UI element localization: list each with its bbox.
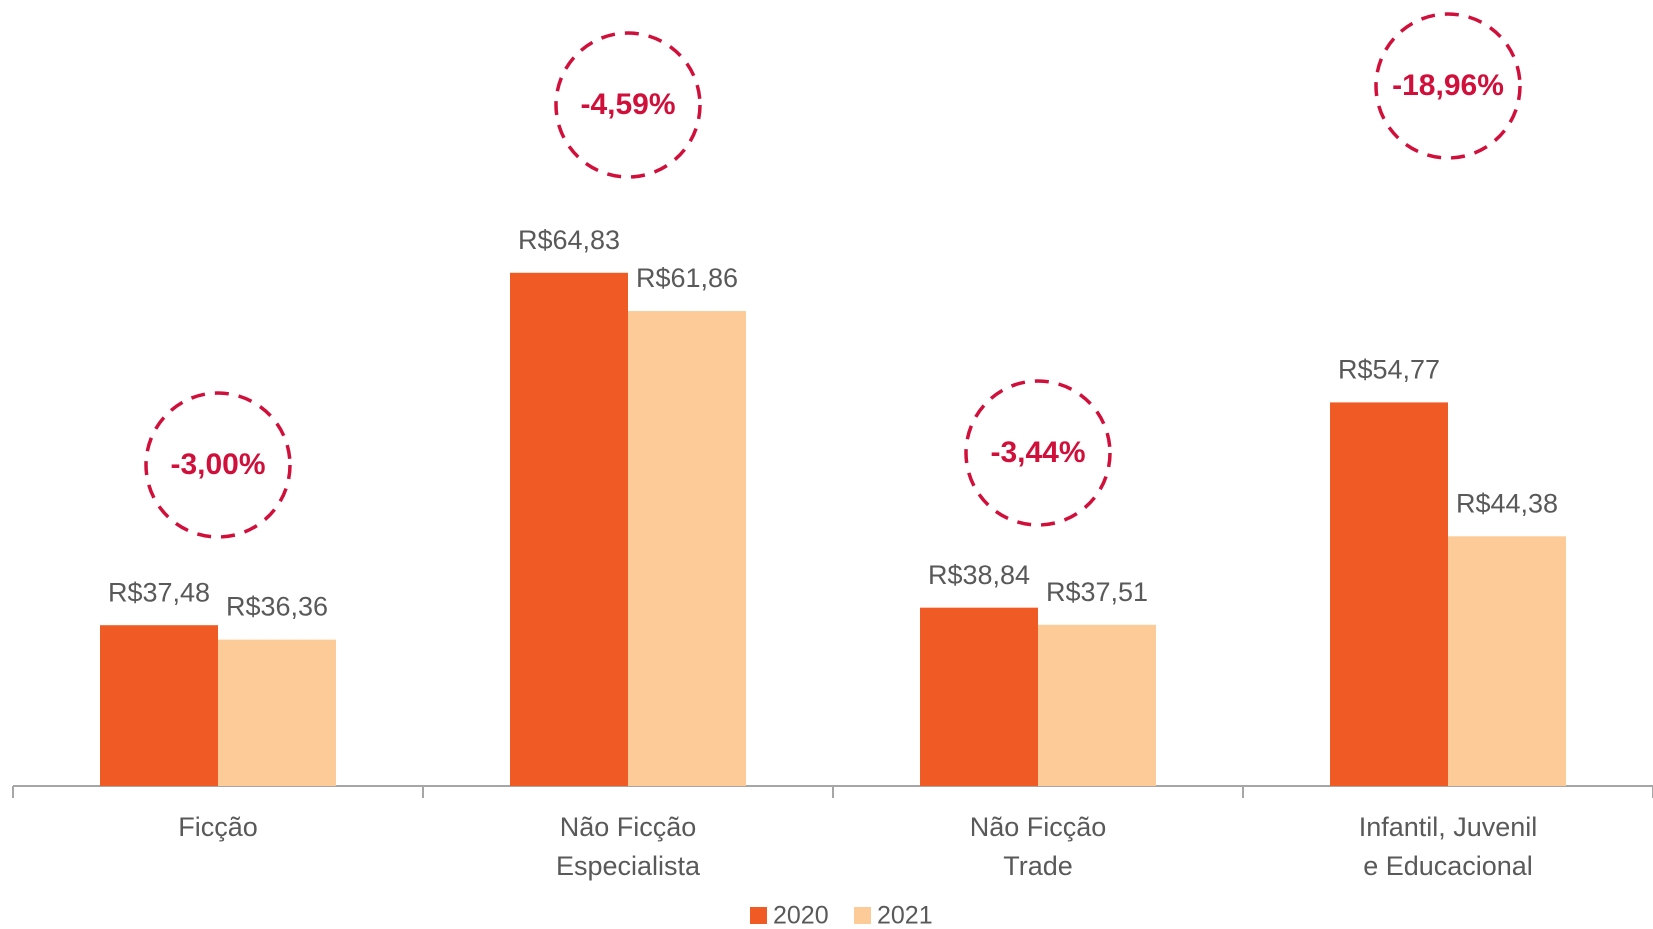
legend-label: 2021 [877,902,933,929]
annotation: -3,00% [170,448,265,481]
x-tick-label: Trade [1003,851,1073,881]
value-label: R$64,83 [518,225,620,255]
annotation-circle [144,391,292,539]
bar [218,639,336,786]
bar [1330,402,1448,786]
value-label: R$36,36 [226,592,328,622]
value-label: R$37,51 [1046,577,1148,607]
value-label: R$37,48 [108,577,210,607]
bar [1038,624,1156,786]
value-label: R$44,38 [1456,488,1558,518]
x-tick-label: Ficção [178,812,258,842]
annotation-circle [1374,12,1522,160]
x-tick-label: Não Ficção [560,812,697,842]
x-tick-label: e Educacional [1363,851,1533,881]
legend-swatch [854,907,871,924]
value-label: R$54,77 [1338,355,1440,385]
bar [1448,536,1566,786]
annotation: -3,44% [990,436,1085,469]
annotation-circle [554,31,702,179]
bar [100,625,218,786]
bar [628,311,746,786]
x-tick-label: Infantil, Juvenil [1359,812,1538,842]
value-label: R$61,86 [636,263,738,293]
annotation-circle [964,379,1112,527]
legend-swatch [750,907,767,924]
value-label: R$38,84 [928,560,1030,590]
annotation: -18,96% [1392,69,1504,102]
legend-label: 2020 [773,902,829,929]
bar [510,272,628,787]
x-tick-label: Especialista [556,851,701,881]
annotation: -4,59% [580,88,675,121]
bar [920,607,1038,786]
x-tick-label: Não Ficção [970,812,1107,842]
